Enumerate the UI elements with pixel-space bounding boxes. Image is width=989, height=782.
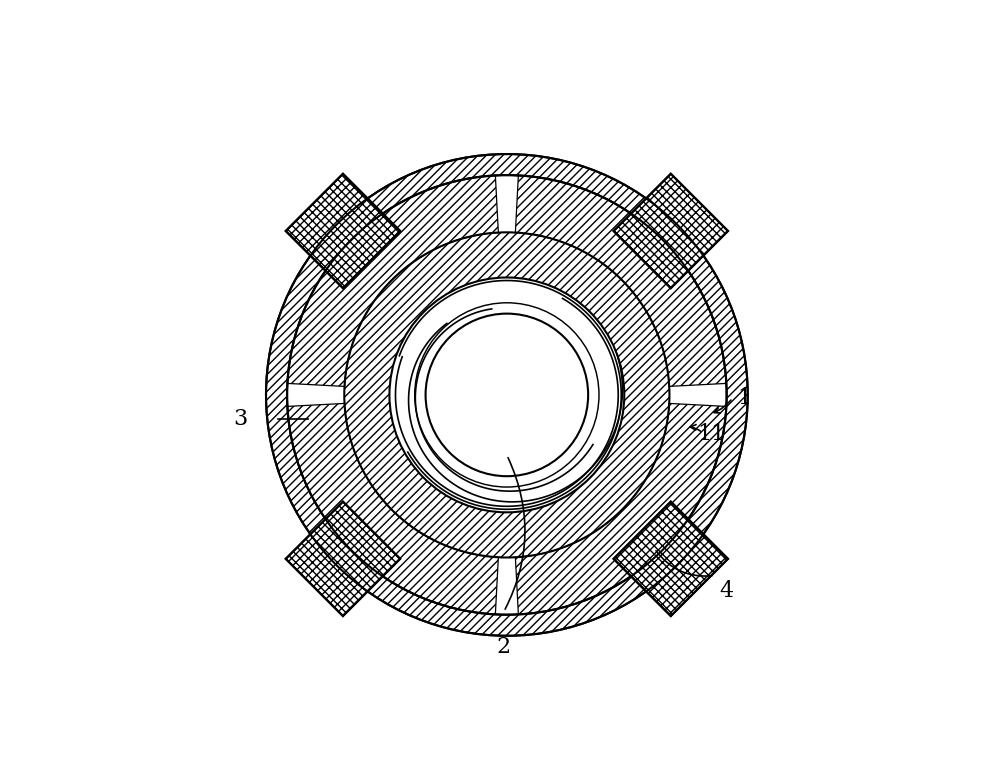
Wedge shape [515,175,726,386]
Circle shape [287,175,727,615]
Text: 4: 4 [720,579,734,601]
Polygon shape [286,501,401,616]
Wedge shape [515,404,726,615]
Polygon shape [286,174,401,289]
Circle shape [425,314,588,476]
Polygon shape [613,174,728,289]
Text: 2: 2 [496,636,511,658]
Polygon shape [613,501,728,616]
Wedge shape [288,404,498,615]
Wedge shape [288,175,498,386]
Text: 3: 3 [233,408,248,430]
Text: 11: 11 [697,423,726,445]
Circle shape [266,154,748,636]
Text: 1: 1 [738,387,752,409]
